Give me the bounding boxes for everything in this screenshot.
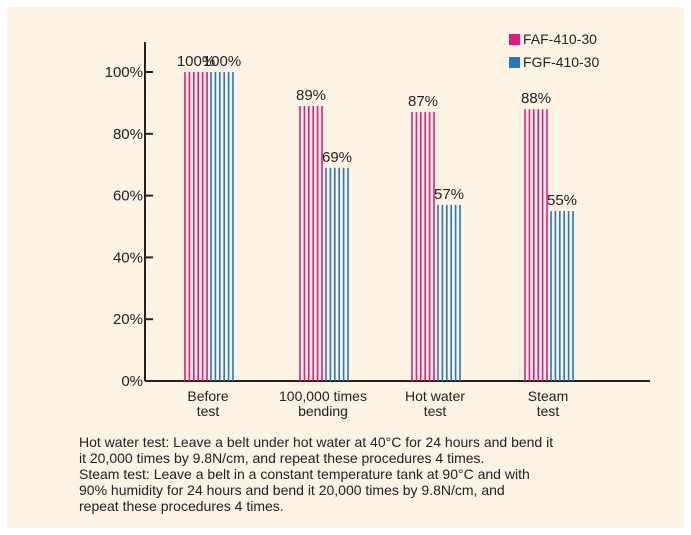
- bar-fgf-410-30-0: [210, 72, 234, 381]
- y-tick-label: 40%: [113, 249, 143, 266]
- x-tick-label: Before: [187, 388, 228, 404]
- legend-swatch-fgf: [509, 56, 520, 68]
- data-label: 87%: [408, 93, 438, 110]
- data-label: 55%: [547, 192, 577, 209]
- y-tick-label: 0%: [121, 373, 143, 390]
- legend-label-fgf: FGF-410-30: [523, 54, 600, 70]
- note-line-1: Hot water test: Leave a belt under hot w…: [79, 434, 554, 450]
- bar-faf-410-30-3: [524, 109, 548, 381]
- x-tick-label: bending: [298, 403, 348, 419]
- x-tick-label: Hot water: [405, 388, 465, 404]
- y-tick-label: 100%: [105, 64, 143, 81]
- data-label: 100%: [177, 53, 215, 70]
- x-tick-label: test: [197, 403, 220, 419]
- data-label: 100%: [203, 53, 241, 70]
- x-tick-label: 100,000 times: [279, 388, 367, 404]
- bar-fgf-410-30-1: [325, 167, 349, 381]
- y-tick-label: 20%: [113, 311, 143, 328]
- y-tick-label: 80%: [113, 126, 143, 143]
- legend-swatch-faf: [509, 33, 520, 45]
- note-line-4: 90% humidity for 24 hours and bend it 20…: [79, 482, 505, 498]
- data-label: 69%: [322, 149, 352, 166]
- data-label: 88%: [521, 90, 551, 107]
- legend-label-faf: FAF-410-30: [523, 31, 597, 47]
- bar-chart: 0%20%40%60%80%100%100%100%Beforetest89%6…: [105, 42, 650, 419]
- y-tick-label: 60%: [113, 188, 143, 205]
- bar-faf-410-30-0: [184, 72, 208, 381]
- bar-faf-410-30-2: [411, 112, 435, 381]
- x-tick-label: Steam: [528, 388, 568, 404]
- note-line-5: repeat these procedures 4 times.: [79, 498, 284, 514]
- bar-fgf-410-30-2: [437, 204, 461, 381]
- legend-item-fgf: FGF-410-30: [509, 53, 599, 71]
- x-tick-label: test: [537, 403, 560, 419]
- data-label: 89%: [296, 87, 326, 104]
- note-line-2: it 20,000 times by 9.8N/cm, and repeat t…: [79, 450, 485, 466]
- bar-faf-410-30-1: [299, 105, 323, 381]
- chart-panel: 0% 20% 40% 60% 80% 100% 100% 100% Before test 89% 6…: [7, 7, 684, 528]
- data-label: 57%: [434, 186, 464, 203]
- x-tick-label: test: [424, 403, 447, 419]
- legend-item-faf: FAF-410-30: [509, 30, 597, 48]
- bar-fgf-410-30-3: [550, 211, 574, 381]
- note-line-3: Steam test: Leave a belt in a constant t…: [79, 466, 530, 482]
